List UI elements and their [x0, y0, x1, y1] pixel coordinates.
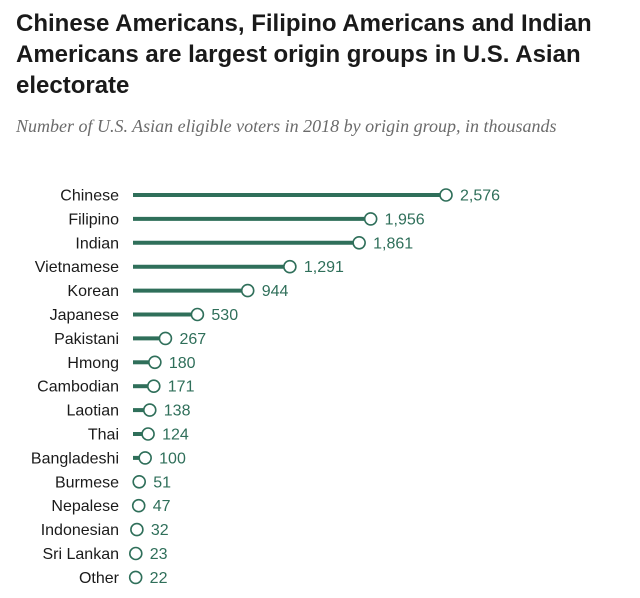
bar-row: Nepalese 47	[51, 498, 170, 515]
value-label: 171	[168, 379, 195, 396]
bar-end-marker	[439, 188, 453, 202]
category-label: Laotian	[67, 403, 120, 420]
bar-end-marker	[146, 379, 161, 394]
bar-end-marker	[130, 522, 144, 537]
category-label: Burmese	[55, 474, 119, 491]
value-label: 22	[150, 570, 168, 587]
bar-end-marker	[352, 236, 366, 250]
category-label: Indonesian	[41, 522, 119, 539]
bar-row: Hmong 180	[67, 355, 195, 372]
value-label: 1,956	[385, 211, 425, 228]
bar-row: Filipino 1,956	[68, 211, 424, 228]
value-label: 138	[164, 403, 191, 420]
category-label: Hmong	[67, 355, 119, 372]
bar-row: Sri Lankan 23	[43, 546, 168, 563]
bar-row: Other 22	[79, 570, 168, 587]
value-label: 47	[153, 498, 171, 515]
bar-end-marker	[131, 498, 146, 513]
category-label: Other	[79, 570, 120, 587]
category-label: Chinese	[60, 188, 119, 205]
value-label: 23	[150, 546, 168, 563]
value-label: 530	[211, 307, 238, 324]
bar-row: Bangladeshi 100	[31, 450, 186, 467]
category-label: Indian	[75, 235, 119, 252]
bar-row: Chinese 2,576	[60, 188, 500, 205]
bar-row: Laotian 138	[67, 403, 191, 420]
category-label: Bangladeshi	[31, 450, 119, 467]
value-label: 2,576	[460, 188, 500, 205]
bar-end-marker	[190, 307, 205, 322]
bar-row: Indonesian 32	[41, 522, 169, 539]
bar-end-marker	[142, 403, 157, 417]
bar-end-marker	[363, 212, 378, 226]
chart-title: Chinese Americans, Filipino Americans an…	[16, 10, 592, 99]
bar-end-marker	[128, 570, 143, 585]
category-label: Japanese	[50, 307, 119, 324]
category-label: Nepalese	[51, 498, 119, 515]
value-label: 51	[153, 474, 171, 491]
bar-end-marker	[138, 451, 152, 465]
bar-end-marker	[132, 474, 146, 489]
bar-row: Pakistani 267	[54, 331, 206, 348]
value-label: 1,291	[304, 259, 344, 276]
value-label: 100	[159, 450, 186, 467]
category-label: Korean	[67, 283, 119, 300]
bar-row: Burmese 51	[55, 474, 171, 491]
bar-end-marker	[240, 283, 255, 298]
value-label: 32	[151, 522, 169, 539]
bar-row: Indian 1,861	[75, 235, 413, 252]
bar-end-marker	[148, 355, 162, 370]
chart-subtitle: Number of U.S. Asian eligible voters in …	[16, 116, 557, 136]
category-label: Pakistani	[54, 331, 119, 348]
value-label: 267	[179, 331, 206, 348]
bar-end-marker	[158, 331, 173, 346]
bar-row: Cambodian 171	[37, 379, 194, 396]
bar-row: Japanese 530	[50, 307, 239, 324]
value-label: 1,861	[373, 235, 413, 252]
bar-row: Vietnamese 1,291	[35, 259, 344, 276]
category-label: Filipino	[68, 211, 119, 228]
bar-row: Thai 124	[88, 427, 189, 444]
category-label: Vietnamese	[35, 259, 119, 276]
category-label: Cambodian	[37, 379, 119, 396]
value-label: 180	[169, 355, 196, 372]
value-label: 944	[262, 283, 289, 300]
category-label: Thai	[88, 427, 119, 444]
bar-end-marker	[141, 427, 155, 441]
bar-row: Korean 944	[67, 283, 288, 300]
bar-end-marker	[283, 259, 297, 274]
category-label: Sri Lankan	[43, 546, 120, 563]
value-label: 124	[162, 427, 189, 444]
bar-end-marker	[128, 546, 143, 561]
